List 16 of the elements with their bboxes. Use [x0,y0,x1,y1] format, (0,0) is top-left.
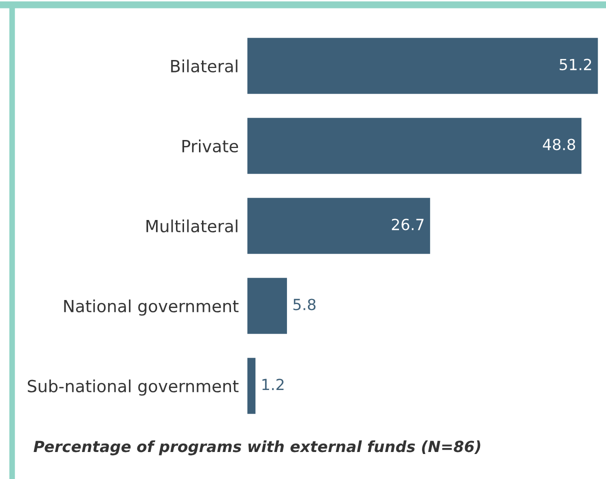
data-label: 48.8 [542,138,576,150]
bar [247,278,287,334]
y-tick-label: Sub-national government [28,380,239,396]
data-label: 26.7 [392,218,424,230]
y-tick-label: Private [182,140,238,152]
data-label: 1.2 [262,378,284,390]
bar [247,38,598,94]
y-tick-label: Bilateral [171,60,238,72]
data-label: 5.8 [293,298,316,310]
data-label: 51.2 [560,58,592,70]
bar [247,198,430,254]
bar [247,118,582,174]
text: Percentage of programs with external funds (N=86) [34,440,480,456]
y-tick-label: Multilateral [146,220,238,232]
bar [247,358,256,414]
y-tick-label: National government [64,300,239,316]
